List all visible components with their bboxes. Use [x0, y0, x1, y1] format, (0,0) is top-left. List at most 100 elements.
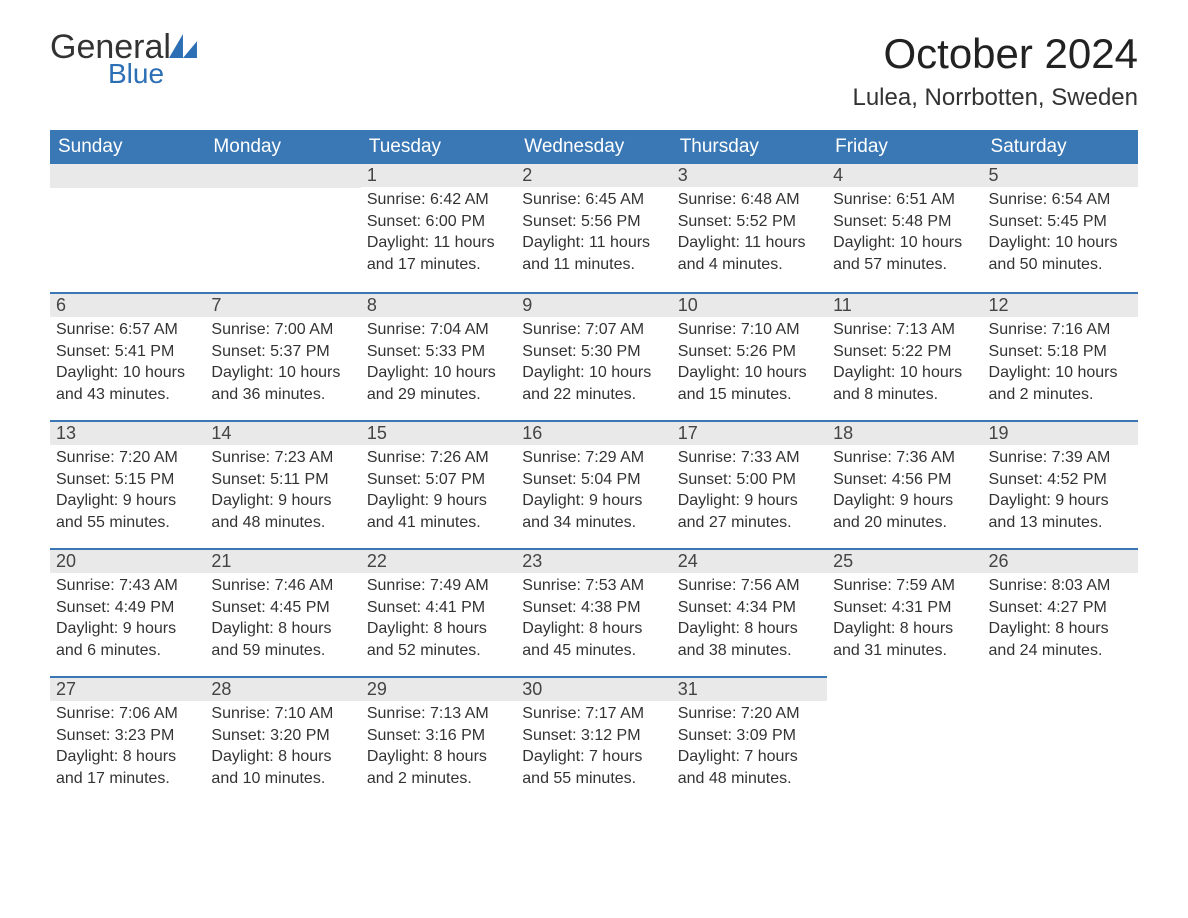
day-details: Sunrise: 7:20 AMSunset: 5:15 PMDaylight:…	[50, 445, 205, 539]
calendar-week: 6Sunrise: 6:57 AMSunset: 5:41 PMDaylight…	[50, 292, 1138, 420]
header-right: October 2024 Lulea, Norrbotten, Sweden	[852, 30, 1138, 112]
day-number: 18	[827, 420, 982, 445]
day-details: Sunrise: 7:00 AMSunset: 5:37 PMDaylight:…	[205, 317, 360, 411]
calendar-day: 31Sunrise: 7:20 AMSunset: 3:09 PMDayligh…	[672, 676, 827, 795]
calendar-day: 3Sunrise: 6:48 AMSunset: 5:52 PMDaylight…	[672, 164, 827, 292]
calendar-empty	[983, 676, 1138, 795]
calendar-day: 16Sunrise: 7:29 AMSunset: 5:04 PMDayligh…	[516, 420, 671, 548]
calendar-week: 1Sunrise: 6:42 AMSunset: 6:00 PMDaylight…	[50, 164, 1138, 292]
day-header: Friday	[827, 130, 982, 164]
day-number: 6	[50, 292, 205, 317]
calendar-day: 12Sunrise: 7:16 AMSunset: 5:18 PMDayligh…	[983, 292, 1138, 420]
calendar-day: 18Sunrise: 7:36 AMSunset: 4:56 PMDayligh…	[827, 420, 982, 548]
calendar-day: 22Sunrise: 7:49 AMSunset: 4:41 PMDayligh…	[361, 548, 516, 676]
day-details: Sunrise: 7:39 AMSunset: 4:52 PMDaylight:…	[983, 445, 1138, 539]
day-details: Sunrise: 7:46 AMSunset: 4:45 PMDaylight:…	[205, 573, 360, 667]
day-details: Sunrise: 7:04 AMSunset: 5:33 PMDaylight:…	[361, 317, 516, 411]
calendar-day: 6Sunrise: 6:57 AMSunset: 5:41 PMDaylight…	[50, 292, 205, 420]
day-number: 2	[516, 164, 671, 187]
day-number: 25	[827, 548, 982, 573]
day-number: 7	[205, 292, 360, 317]
calendar-day: 30Sunrise: 7:17 AMSunset: 3:12 PMDayligh…	[516, 676, 671, 795]
day-header: Thursday	[672, 130, 827, 164]
month-title: October 2024	[852, 30, 1138, 78]
day-header: Saturday	[983, 130, 1138, 164]
calendar-table: SundayMondayTuesdayWednesdayThursdayFrid…	[50, 130, 1138, 795]
calendar-day: 7Sunrise: 7:00 AMSunset: 5:37 PMDaylight…	[205, 292, 360, 420]
calendar-day: 23Sunrise: 7:53 AMSunset: 4:38 PMDayligh…	[516, 548, 671, 676]
logo-flag-icon	[169, 34, 197, 58]
day-details: Sunrise: 7:23 AMSunset: 5:11 PMDaylight:…	[205, 445, 360, 539]
day-number: 9	[516, 292, 671, 317]
day-number: 3	[672, 164, 827, 187]
day-number: 11	[827, 292, 982, 317]
calendar-empty	[205, 164, 360, 292]
day-header: Sunday	[50, 130, 205, 164]
calendar-week: 27Sunrise: 7:06 AMSunset: 3:23 PMDayligh…	[50, 676, 1138, 795]
day-number: 12	[983, 292, 1138, 317]
day-details: Sunrise: 7:13 AMSunset: 5:22 PMDaylight:…	[827, 317, 982, 411]
day-details: Sunrise: 6:48 AMSunset: 5:52 PMDaylight:…	[672, 187, 827, 281]
day-details: Sunrise: 6:51 AMSunset: 5:48 PMDaylight:…	[827, 187, 982, 281]
day-details: Sunrise: 6:42 AMSunset: 6:00 PMDaylight:…	[361, 187, 516, 281]
calendar-day: 21Sunrise: 7:46 AMSunset: 4:45 PMDayligh…	[205, 548, 360, 676]
calendar-day: 5Sunrise: 6:54 AMSunset: 5:45 PMDaylight…	[983, 164, 1138, 292]
calendar-week: 13Sunrise: 7:20 AMSunset: 5:15 PMDayligh…	[50, 420, 1138, 548]
calendar-day: 13Sunrise: 7:20 AMSunset: 5:15 PMDayligh…	[50, 420, 205, 548]
calendar-day: 2Sunrise: 6:45 AMSunset: 5:56 PMDaylight…	[516, 164, 671, 292]
day-number: 13	[50, 420, 205, 445]
calendar-day: 17Sunrise: 7:33 AMSunset: 5:00 PMDayligh…	[672, 420, 827, 548]
calendar-day: 25Sunrise: 7:59 AMSunset: 4:31 PMDayligh…	[827, 548, 982, 676]
empty-daynum	[50, 164, 205, 188]
day-details: Sunrise: 7:26 AMSunset: 5:07 PMDaylight:…	[361, 445, 516, 539]
day-header: Tuesday	[361, 130, 516, 164]
day-number: 26	[983, 548, 1138, 573]
day-details: Sunrise: 7:36 AMSunset: 4:56 PMDaylight:…	[827, 445, 982, 539]
day-number: 23	[516, 548, 671, 573]
calendar-day: 20Sunrise: 7:43 AMSunset: 4:49 PMDayligh…	[50, 548, 205, 676]
day-number: 8	[361, 292, 516, 317]
day-details: Sunrise: 8:03 AMSunset: 4:27 PMDaylight:…	[983, 573, 1138, 667]
day-number: 14	[205, 420, 360, 445]
day-number: 4	[827, 164, 982, 187]
calendar-empty	[50, 164, 205, 292]
day-number: 31	[672, 676, 827, 701]
day-details: Sunrise: 7:56 AMSunset: 4:34 PMDaylight:…	[672, 573, 827, 667]
day-details: Sunrise: 6:45 AMSunset: 5:56 PMDaylight:…	[516, 187, 671, 281]
day-details: Sunrise: 7:29 AMSunset: 5:04 PMDaylight:…	[516, 445, 671, 539]
day-number: 22	[361, 548, 516, 573]
calendar-body: 1Sunrise: 6:42 AMSunset: 6:00 PMDaylight…	[50, 164, 1138, 795]
day-details: Sunrise: 7:59 AMSunset: 4:31 PMDaylight:…	[827, 573, 982, 667]
day-details: Sunrise: 7:06 AMSunset: 3:23 PMDaylight:…	[50, 701, 205, 795]
day-number: 10	[672, 292, 827, 317]
day-number: 16	[516, 420, 671, 445]
calendar-day: 8Sunrise: 7:04 AMSunset: 5:33 PMDaylight…	[361, 292, 516, 420]
calendar-empty	[827, 676, 982, 795]
day-details: Sunrise: 7:07 AMSunset: 5:30 PMDaylight:…	[516, 317, 671, 411]
empty-daynum	[205, 164, 360, 188]
day-header: Wednesday	[516, 130, 671, 164]
day-number: 15	[361, 420, 516, 445]
day-details: Sunrise: 7:16 AMSunset: 5:18 PMDaylight:…	[983, 317, 1138, 411]
day-number: 29	[361, 676, 516, 701]
calendar-day: 15Sunrise: 7:26 AMSunset: 5:07 PMDayligh…	[361, 420, 516, 548]
header-row: General Blue October 2024 Lulea, Norrbot…	[50, 30, 1138, 112]
calendar-day: 24Sunrise: 7:56 AMSunset: 4:34 PMDayligh…	[672, 548, 827, 676]
day-details: Sunrise: 7:10 AMSunset: 3:20 PMDaylight:…	[205, 701, 360, 795]
calendar-day: 4Sunrise: 6:51 AMSunset: 5:48 PMDaylight…	[827, 164, 982, 292]
logo: General Blue	[50, 30, 197, 90]
day-number: 19	[983, 420, 1138, 445]
calendar-day: 19Sunrise: 7:39 AMSunset: 4:52 PMDayligh…	[983, 420, 1138, 548]
day-details: Sunrise: 7:53 AMSunset: 4:38 PMDaylight:…	[516, 573, 671, 667]
day-number: 20	[50, 548, 205, 573]
day-number: 5	[983, 164, 1138, 187]
day-number: 21	[205, 548, 360, 573]
day-number: 17	[672, 420, 827, 445]
calendar-day: 26Sunrise: 8:03 AMSunset: 4:27 PMDayligh…	[983, 548, 1138, 676]
day-number: 24	[672, 548, 827, 573]
day-number: 28	[205, 676, 360, 701]
day-details: Sunrise: 6:54 AMSunset: 5:45 PMDaylight:…	[983, 187, 1138, 281]
day-details: Sunrise: 7:20 AMSunset: 3:09 PMDaylight:…	[672, 701, 827, 795]
day-details: Sunrise: 6:57 AMSunset: 5:41 PMDaylight:…	[50, 317, 205, 411]
day-number: 30	[516, 676, 671, 701]
